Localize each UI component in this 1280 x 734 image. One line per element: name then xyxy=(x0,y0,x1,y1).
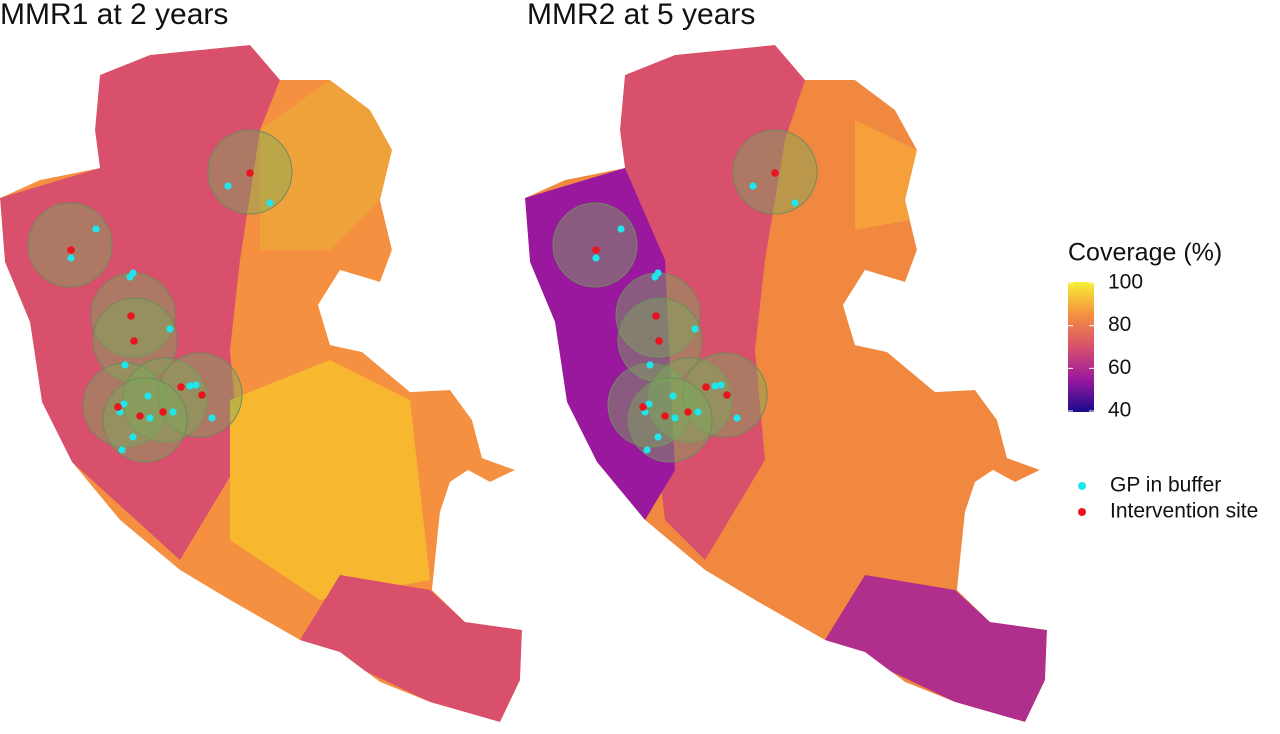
intervention-site xyxy=(177,383,185,391)
intervention-site xyxy=(655,337,663,345)
maps xyxy=(0,45,1047,722)
intervention-site xyxy=(652,312,660,320)
buffer xyxy=(552,202,638,288)
legend-marker xyxy=(1078,508,1086,516)
gp-point xyxy=(691,325,699,333)
intervention-site xyxy=(67,246,75,254)
intervention-site xyxy=(723,391,731,399)
gp-point xyxy=(733,414,741,422)
gp-point xyxy=(92,225,100,233)
region xyxy=(855,120,917,230)
intervention-site xyxy=(771,169,779,177)
gp-point xyxy=(169,408,177,416)
region xyxy=(525,168,675,520)
intervention-site xyxy=(639,403,647,411)
intervention-site xyxy=(702,383,710,391)
legend: 40 60 80 100 GP in buffer Intervention site xyxy=(1068,271,1258,523)
intervention-site xyxy=(159,408,167,416)
intervention-site xyxy=(592,246,600,254)
colorbar-label: 80 xyxy=(1108,313,1131,336)
intervention-site xyxy=(130,337,138,345)
legend-title: Coverage (%) xyxy=(1068,239,1222,267)
intervention-site xyxy=(136,412,144,420)
region xyxy=(300,575,522,722)
gp-point xyxy=(749,182,757,190)
gp-point xyxy=(121,361,129,369)
gp-point xyxy=(166,325,174,333)
gp-point xyxy=(646,361,654,369)
region xyxy=(0,45,280,560)
gp-point xyxy=(146,414,154,422)
legend-label: GP in buffer xyxy=(1110,474,1221,497)
gp-point xyxy=(120,400,128,408)
buffer xyxy=(27,202,113,288)
regions xyxy=(0,45,522,722)
gp-point xyxy=(617,225,625,233)
region xyxy=(825,575,1047,722)
buffer xyxy=(102,377,188,463)
gp-point xyxy=(669,392,677,400)
legend-marker xyxy=(1078,482,1086,490)
panel-title: MMR1 at 2 years xyxy=(0,0,228,31)
gp-point xyxy=(186,382,194,390)
buffer xyxy=(647,357,733,443)
gp-point xyxy=(118,446,126,454)
gp-point xyxy=(67,254,75,262)
gp-point xyxy=(643,446,651,454)
gp-point xyxy=(144,392,152,400)
legend-label: Intervention site xyxy=(1110,500,1258,523)
gp-point xyxy=(266,199,274,207)
buffer xyxy=(627,377,713,463)
gp-point xyxy=(654,269,662,277)
gp-point xyxy=(694,408,702,416)
intervention-site xyxy=(684,408,692,416)
gp-point xyxy=(592,254,600,262)
gp-point xyxy=(671,414,679,422)
region xyxy=(260,80,392,250)
colorbar-label: 100 xyxy=(1108,271,1143,294)
intervention-site xyxy=(114,403,122,411)
gp-point xyxy=(717,381,725,389)
intervention-site xyxy=(127,312,135,320)
regions xyxy=(525,45,1047,722)
panel-title: MMR2 at 5 years xyxy=(527,0,755,31)
gp-point xyxy=(129,433,137,441)
colorbar-label: 60 xyxy=(1108,356,1131,379)
intervention-site xyxy=(198,391,206,399)
gp-point xyxy=(645,400,653,408)
buffer xyxy=(122,357,208,443)
colorbar xyxy=(1068,282,1094,412)
gp-point xyxy=(208,414,216,422)
gp-point xyxy=(224,182,232,190)
gp-point xyxy=(654,433,662,441)
map-panel xyxy=(0,45,522,722)
gp-point xyxy=(791,199,799,207)
intervention-site xyxy=(661,412,669,420)
map-panel xyxy=(525,45,1047,722)
gp-point xyxy=(192,381,200,389)
gp-point xyxy=(711,382,719,390)
region xyxy=(230,360,430,600)
colorbar-label: 40 xyxy=(1108,399,1131,422)
intervention-site xyxy=(246,169,254,177)
gp-point xyxy=(129,269,137,277)
